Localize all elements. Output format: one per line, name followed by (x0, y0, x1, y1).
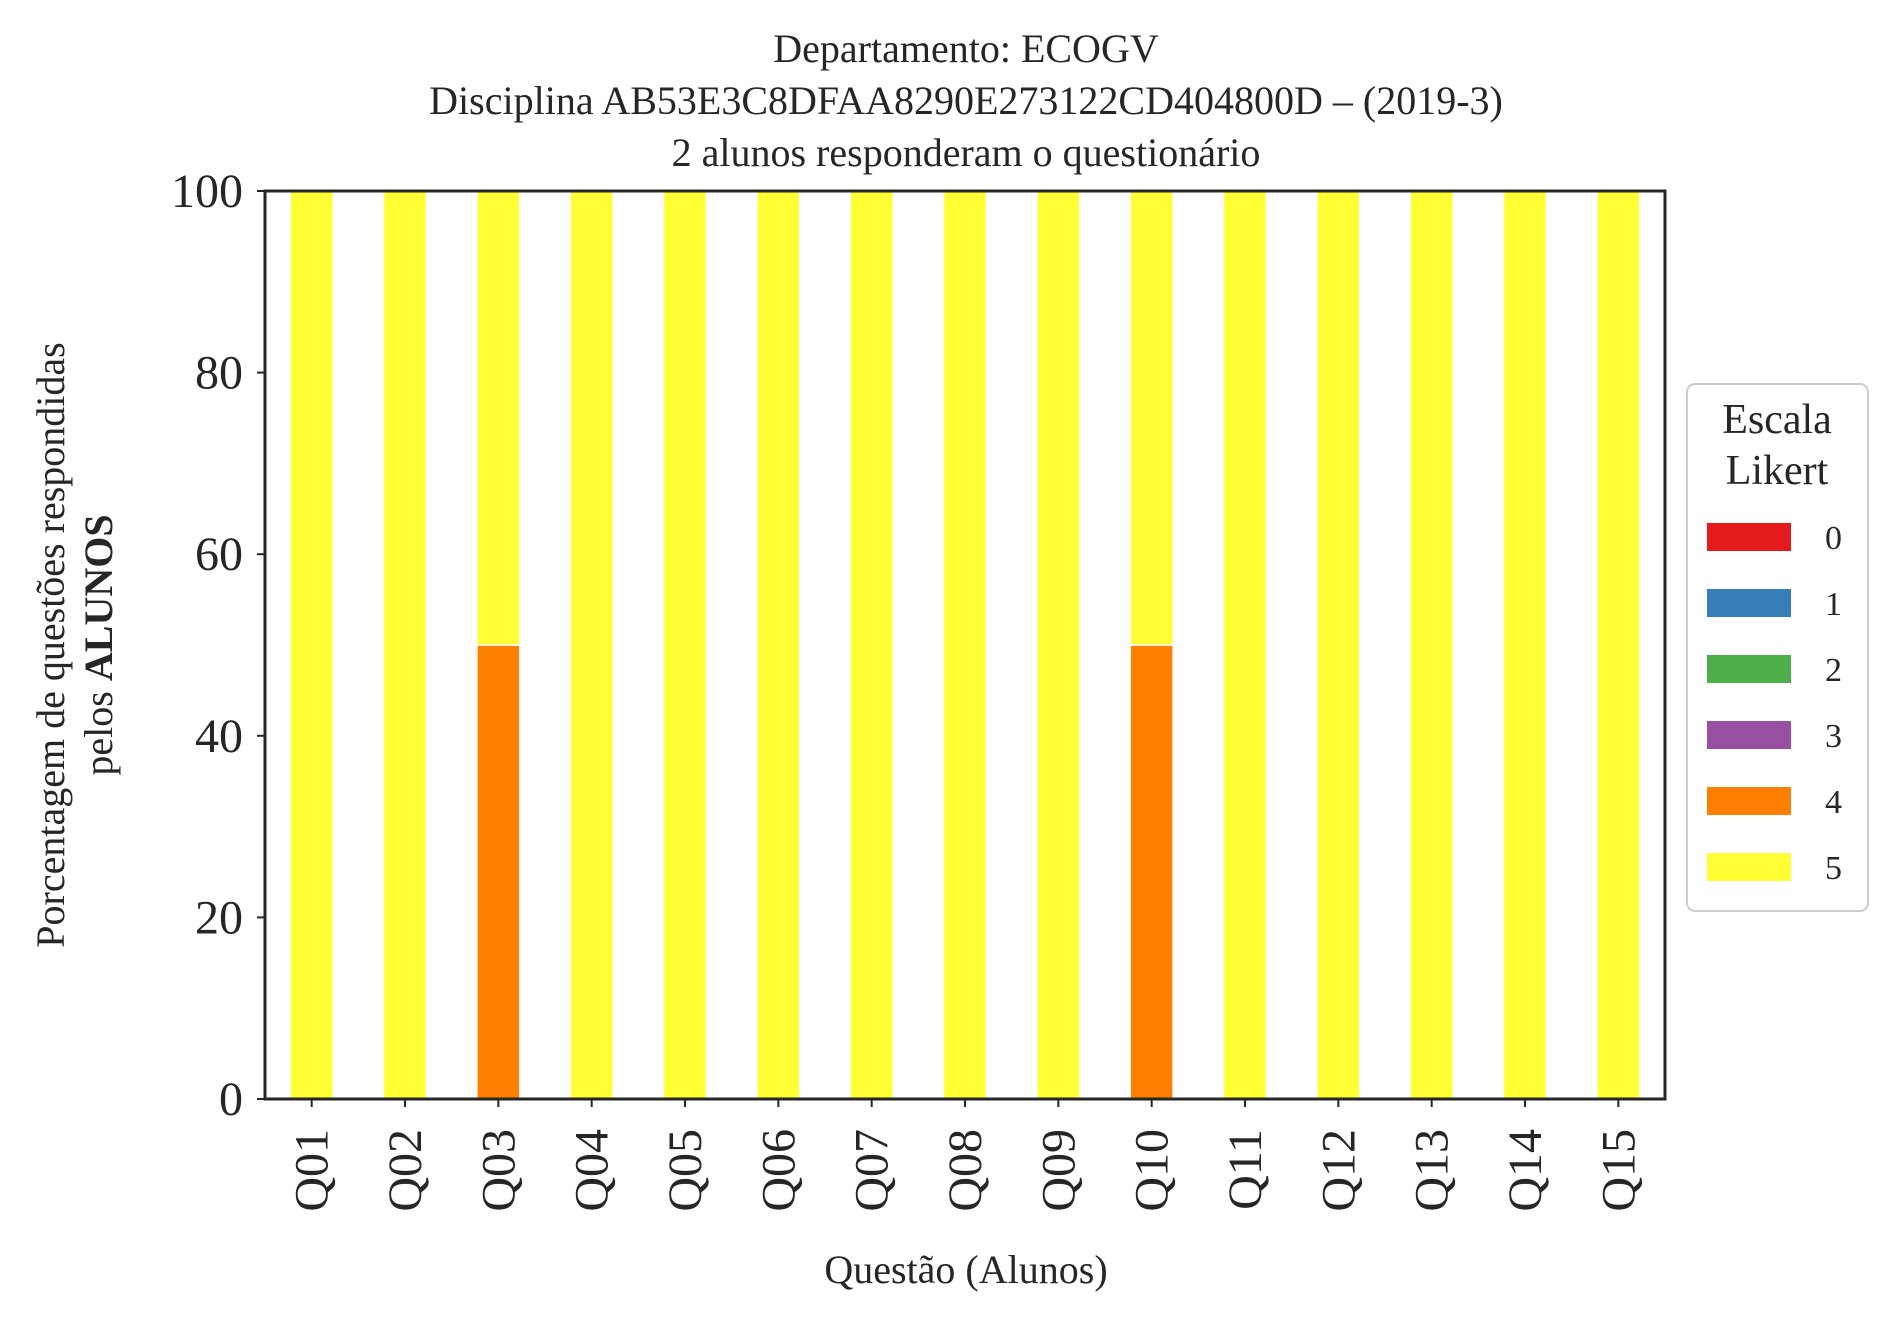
x-tick-label-q04: Q04 (566, 1129, 619, 1212)
x-tick-label-q01: Q01 (286, 1129, 339, 1212)
bar-segment-q15-likert-5 (1596, 190, 1641, 1100)
legend-swatch-1 (1707, 589, 1791, 617)
y-axis-label-line-2: pelos ALUNOS (76, 514, 121, 775)
bar-segment-q09-likert-5 (1036, 190, 1081, 1100)
legend-frame (1686, 383, 1869, 912)
legend-swatch-4 (1707, 787, 1791, 815)
bar-segment-q14-likert-5 (1502, 190, 1548, 1100)
legend-swatch-5 (1707, 853, 1791, 881)
legend-swatch-3 (1707, 721, 1791, 749)
y-tick-label: 80 (195, 347, 243, 400)
bar-segment-q10-likert-4 (1129, 644, 1174, 1100)
x-tick-label-q15: Q15 (1592, 1129, 1645, 1212)
y-axis-label: Porcentagem de questões respondidas pelo… (28, 342, 121, 947)
x-tick-label-q08: Q08 (939, 1129, 992, 1212)
y-tick-label: 60 (195, 528, 243, 581)
y-tick-label: 0 (219, 1073, 243, 1126)
x-axis-label: Questão (Alunos) (824, 1247, 1107, 1292)
legend-label-4: 4 (1825, 784, 1842, 821)
x-tick-label-q02: Q02 (379, 1129, 432, 1212)
x-tick-label-q06: Q06 (752, 1129, 805, 1212)
x-tick-label-q09: Q09 (1032, 1129, 1085, 1212)
y-tick-label: 100 (171, 165, 243, 218)
chart-title-line-2: Disciplina AB53E3C8DFAA8290E273122CD4048… (429, 78, 1503, 123)
chart-title-line-3: 2 alunos responderam o questionário (672, 130, 1261, 175)
bars-layer (289, 190, 1641, 1100)
x-tick-label-q10: Q10 (1126, 1129, 1179, 1212)
bar-segment-q06-likert-5 (756, 190, 801, 1100)
y-tick-label: 40 (195, 710, 243, 763)
x-tick-label-q11: Q11 (1219, 1129, 1272, 1210)
x-tick-label-q07: Q07 (846, 1129, 899, 1212)
bar-segment-q01-likert-5 (289, 190, 334, 1100)
x-tick-label-q13: Q13 (1406, 1129, 1459, 1212)
chart-title-line-1: Departamento: ECOGV (773, 26, 1159, 71)
x-tick-label-q03: Q03 (472, 1129, 525, 1212)
bar-segment-q02-likert-5 (382, 190, 428, 1100)
y-axis-label-bold: ALUNOS (76, 514, 121, 681)
x-tick-label-q05: Q05 (659, 1129, 712, 1212)
x-axis-ticks: Q01 Q02 Q03 Q04 Q05 Q06 Q07 Q08 Q09 Q10 Q11 Q12 Q13 Q… (286, 1099, 1645, 1212)
legend: Escala Likert 0 1 2 3 4 5 (1686, 383, 1869, 912)
legend-swatch-2 (1707, 655, 1791, 683)
legend-label-3: 3 (1825, 718, 1842, 755)
bar-segment-q03-likert-4 (476, 644, 521, 1100)
bar-segment-q11-likert-5 (1222, 190, 1268, 1100)
y-tick-label: 20 (195, 891, 243, 944)
bar-segment-q12-likert-5 (1316, 190, 1361, 1100)
x-tick-label-q14: Q14 (1499, 1129, 1552, 1212)
bar-segment-q04-likert-5 (569, 190, 614, 1100)
legend-items: 0 1 2 3 4 5 (1707, 520, 1842, 887)
y-axis-ticks: 0 20 40 60 80 100 (171, 165, 265, 1126)
legend-title-line-1: Escala (1722, 397, 1832, 443)
y-axis-label-line-1: Porcentagem de questões respondidas (28, 342, 73, 947)
legend-label-5: 5 (1825, 850, 1842, 887)
y-axis-label-prefix: pelos (76, 681, 121, 775)
legend-label-2: 2 (1825, 652, 1842, 689)
legend-title-line-2: Likert (1726, 448, 1829, 494)
bar-segment-q05-likert-5 (662, 190, 708, 1100)
bar-segment-q10-likert-5 (1129, 190, 1174, 646)
legend-label-1: 1 (1825, 586, 1842, 623)
legend-label-0: 0 (1825, 520, 1842, 557)
bar-segment-q07-likert-5 (849, 190, 894, 1100)
legend-swatch-0 (1707, 523, 1791, 551)
bar-segment-q03-likert-5 (476, 190, 521, 646)
bar-segment-q08-likert-5 (942, 190, 988, 1100)
x-tick-label-q12: Q12 (1312, 1129, 1365, 1212)
bar-segment-q13-likert-5 (1409, 190, 1454, 1100)
